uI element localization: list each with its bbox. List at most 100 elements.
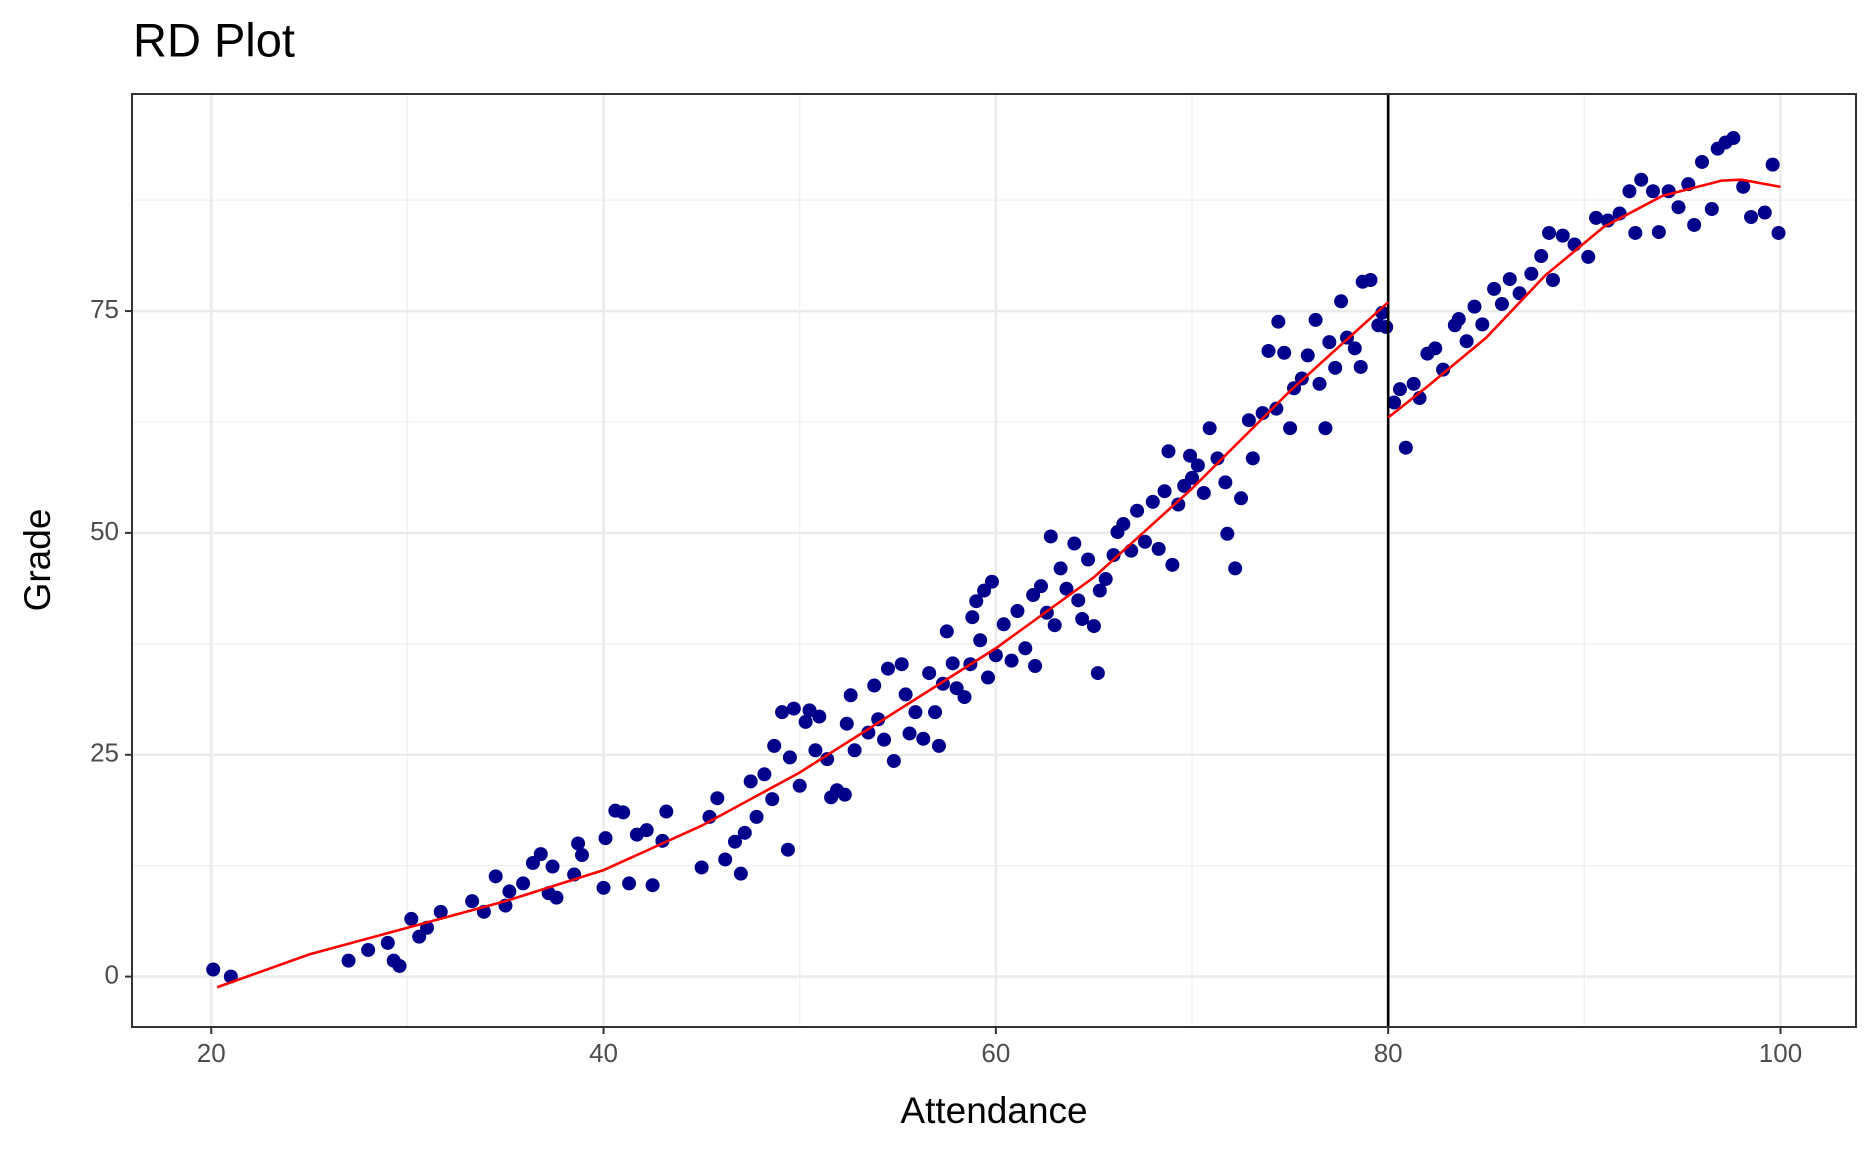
point <box>1171 497 1186 512</box>
point <box>574 848 589 863</box>
point <box>1502 272 1517 287</box>
point <box>645 878 660 893</box>
point <box>767 738 782 753</box>
point <box>1695 154 1710 169</box>
point <box>743 774 758 789</box>
point <box>1185 470 1200 485</box>
point <box>1687 217 1702 232</box>
point <box>1028 659 1043 674</box>
point <box>1241 413 1256 428</box>
point <box>1075 611 1090 626</box>
point <box>1645 184 1660 199</box>
point <box>1671 200 1686 215</box>
point <box>1183 448 1198 463</box>
point <box>945 656 960 671</box>
point <box>1277 345 1292 360</box>
point <box>1151 541 1166 556</box>
point <box>1261 343 1276 358</box>
point <box>908 705 923 720</box>
point <box>812 709 827 724</box>
point <box>1283 421 1298 436</box>
point <box>1328 360 1343 375</box>
point <box>1363 272 1378 287</box>
point <box>1157 484 1172 499</box>
point <box>775 705 790 720</box>
fit-line <box>1387 178 1781 419</box>
point <box>861 725 876 740</box>
point <box>1312 376 1327 391</box>
y-tick-label: 75 <box>90 294 119 324</box>
point <box>1318 421 1333 436</box>
point <box>1220 526 1235 541</box>
point <box>1098 572 1113 587</box>
point <box>1269 401 1284 416</box>
point <box>622 876 637 891</box>
point <box>1555 228 1570 243</box>
point <box>1218 475 1233 490</box>
point <box>981 670 996 685</box>
point <box>749 809 764 824</box>
point <box>1334 294 1349 309</box>
point <box>1071 593 1086 608</box>
point <box>1704 202 1719 217</box>
point <box>545 859 560 874</box>
point <box>1124 543 1139 558</box>
point <box>1010 603 1025 618</box>
point <box>1545 272 1560 287</box>
point <box>549 890 564 905</box>
x-tick-label: 40 <box>589 1038 618 1068</box>
point <box>1451 312 1466 327</box>
point <box>965 610 980 625</box>
point <box>1234 491 1249 506</box>
point <box>1475 317 1490 332</box>
point <box>733 866 748 881</box>
point <box>847 743 862 758</box>
point <box>1589 210 1604 225</box>
point <box>1726 131 1741 146</box>
point <box>1161 444 1176 459</box>
point <box>837 787 852 802</box>
point <box>922 666 937 681</box>
point <box>206 962 221 977</box>
point <box>1145 494 1160 509</box>
point <box>596 880 611 895</box>
point <box>1106 548 1121 563</box>
point <box>1137 534 1152 549</box>
point <box>1059 581 1074 596</box>
y-tick-label: 25 <box>90 738 119 768</box>
point <box>659 804 674 819</box>
point <box>1581 249 1596 264</box>
point <box>1086 619 1101 634</box>
point <box>1202 421 1217 436</box>
point <box>1392 382 1407 397</box>
point <box>765 792 780 807</box>
point <box>1190 458 1205 473</box>
point <box>1757 205 1772 220</box>
point <box>1622 184 1637 199</box>
point <box>737 825 752 840</box>
point <box>1379 320 1394 335</box>
point <box>361 942 376 957</box>
point <box>502 884 517 899</box>
point <box>1398 440 1413 455</box>
point <box>786 701 801 716</box>
point <box>516 876 531 891</box>
point <box>380 935 395 950</box>
point <box>871 712 886 727</box>
point <box>1196 485 1211 500</box>
point <box>939 624 954 639</box>
point <box>757 767 772 782</box>
x-axis-label: Attendance <box>900 1090 1087 1131</box>
point <box>1130 503 1145 518</box>
point <box>1090 666 1105 681</box>
point <box>639 823 654 838</box>
point <box>433 904 448 919</box>
point <box>798 714 813 729</box>
point <box>1765 157 1780 172</box>
point <box>1322 335 1337 350</box>
point <box>1542 225 1557 240</box>
point <box>1353 359 1368 374</box>
point <box>1053 561 1068 576</box>
point <box>1245 451 1260 466</box>
point <box>902 726 917 741</box>
